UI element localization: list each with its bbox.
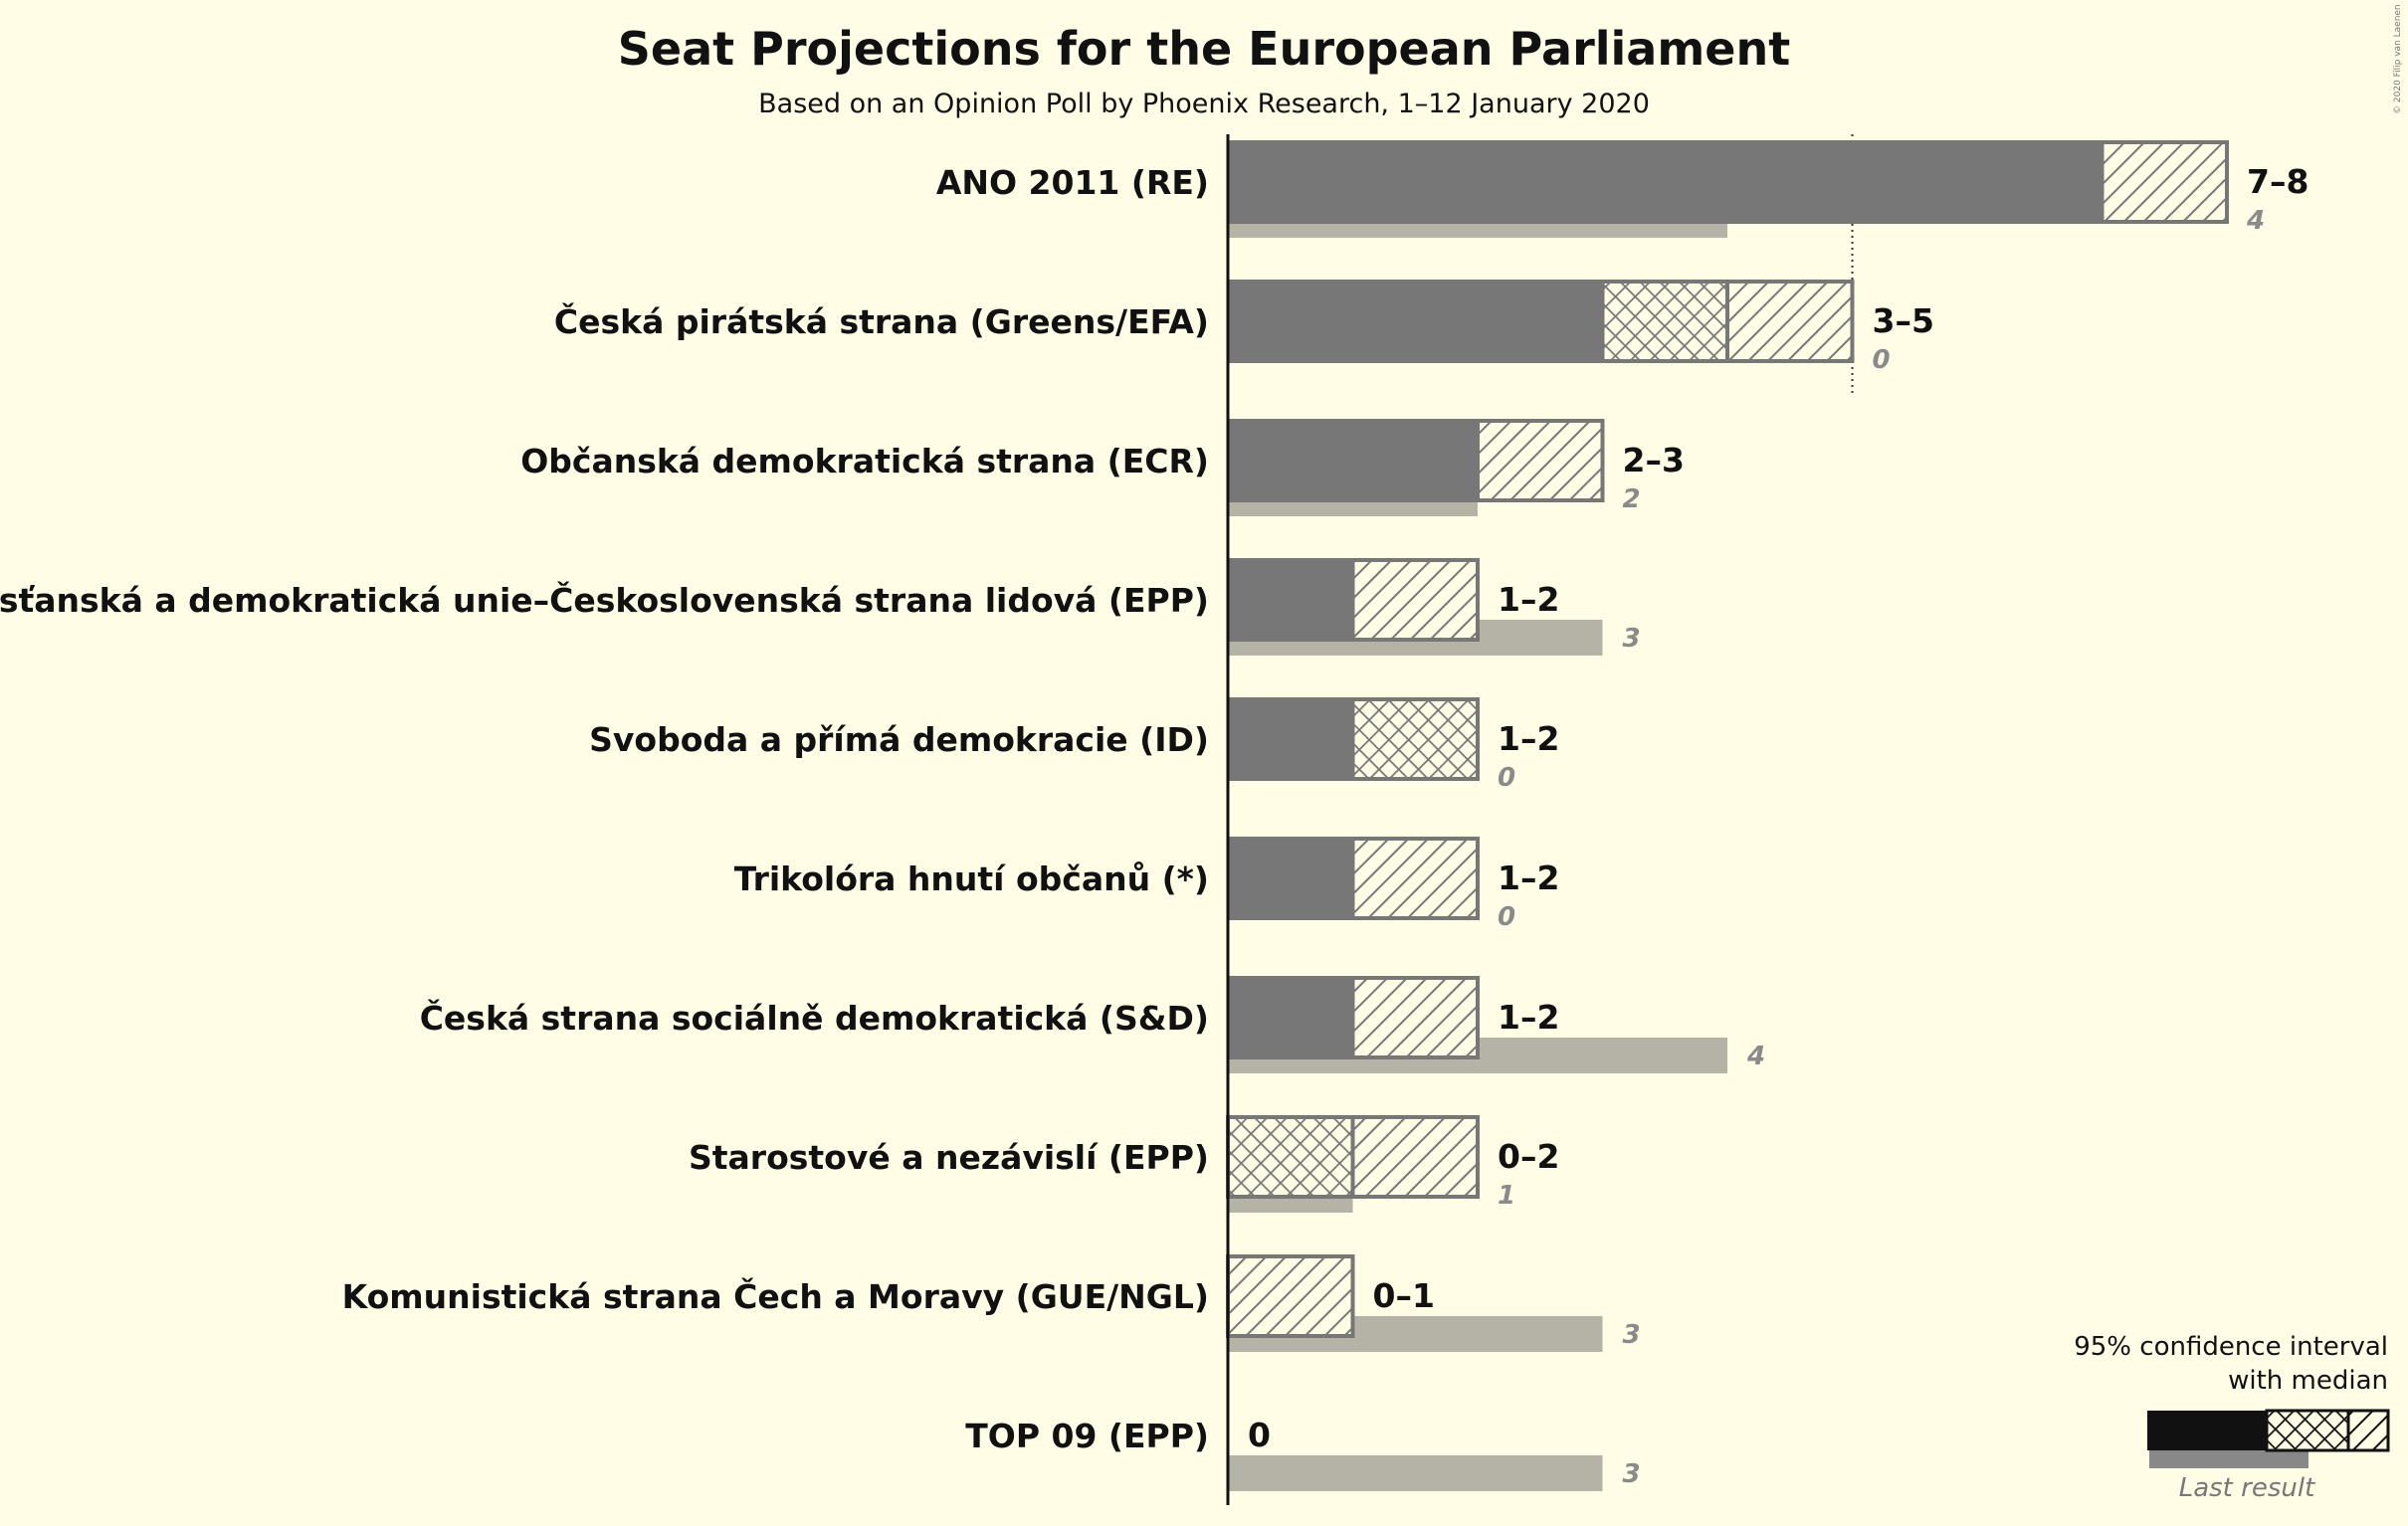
party-row: Komunistická strana Čech a Moravy (GUE/N… bbox=[342, 1254, 1641, 1352]
last-result-label: 3 bbox=[1623, 624, 1641, 654]
legend-line-1: 95% confidence interval bbox=[2074, 1332, 2388, 1362]
legend-ci-hatch bbox=[2346, 1409, 2390, 1452]
ci-upper-hatch bbox=[1350, 976, 1480, 1059]
party-label: Starostové a nezávislí (EPP) bbox=[689, 1138, 1209, 1177]
range-label: 1–2 bbox=[1498, 580, 1559, 619]
last-result-label: 0 bbox=[1873, 345, 1891, 375]
last-result-label: 0 bbox=[1498, 763, 1515, 793]
party-row: TOP 09 (EPP) 0 3 bbox=[965, 1416, 1641, 1491]
party-row: Trikolóra hnutí občanů (*) 1–2 0 bbox=[734, 837, 1559, 932]
ci-median-crosshatch bbox=[1350, 697, 1480, 781]
ci-upper-hatch bbox=[1350, 837, 1480, 920]
party-row: Starostové a nezávislí (EPP) 0–2 1 bbox=[689, 1115, 1559, 1213]
ci-upper-hatch bbox=[2100, 140, 2229, 224]
range-label: 7–8 bbox=[2247, 162, 2308, 201]
party-label: Komunistická strana Čech a Moravy (GUE/N… bbox=[342, 1276, 1209, 1316]
party-label: Česká strana sociálně demokratická (S&D) bbox=[420, 998, 1209, 1038]
party-row: Svoboda a přímá demokracie (ID) 1–2 0 bbox=[589, 697, 1559, 793]
party-row: Česká pirátská strana (Greens/EFA) 3–5 0 bbox=[554, 280, 1934, 375]
party-label: Svoboda a přímá demokracie (ID) bbox=[589, 720, 1209, 759]
ci-solid-bar bbox=[1228, 697, 1353, 781]
legend-last-result-bar bbox=[2149, 1450, 2308, 1468]
party-row: Občanská demokratická strana (ECR) 2–3 2 bbox=[520, 419, 1685, 516]
party-label: Občanská demokratická strana (ECR) bbox=[520, 442, 1209, 480]
range-label: 1–2 bbox=[1498, 719, 1559, 758]
ci-solid-bar bbox=[1228, 837, 1353, 920]
range-label: 3–5 bbox=[1873, 301, 1934, 340]
legend-line-2: with median bbox=[2228, 1366, 2388, 1396]
range-label: 0 bbox=[1248, 1416, 1271, 1454]
party-row: ANO 2011 (RE) 7–8 4 bbox=[936, 140, 2308, 238]
range-label: 2–3 bbox=[1623, 441, 1685, 479]
last-result-label: 4 bbox=[2246, 206, 2265, 236]
last-result-label: 3 bbox=[1623, 1459, 1641, 1489]
last-result-label: 2 bbox=[1623, 484, 1641, 514]
party-label: Trikolóra hnutí občanů (*) bbox=[734, 859, 1209, 898]
ci-upper-hatch bbox=[1350, 558, 1480, 642]
last-result-label: 4 bbox=[1746, 1042, 1765, 1071]
ci-solid-bar bbox=[1228, 976, 1353, 1059]
party-row: Křesťanská a demokratická unie–Českoslov… bbox=[0, 558, 1641, 656]
bars-layer: ANO 2011 (RE) 7–8 4 Česká pirátská strana (… bbox=[0, 140, 2308, 1491]
range-label: 0–2 bbox=[1498, 1137, 1559, 1176]
ci-solid-bar bbox=[1228, 419, 1478, 502]
legend: 95% confidence interval with median Last… bbox=[2074, 1332, 2390, 1503]
party-label: TOP 09 (EPP) bbox=[965, 1417, 1209, 1455]
ci-solid-bar bbox=[1228, 140, 2103, 224]
ci-median-crosshatch bbox=[1600, 280, 1729, 363]
legend-last-result-label: Last result bbox=[2179, 1473, 2315, 1503]
last-result-label: 0 bbox=[1498, 902, 1515, 932]
ci-upper-hatch bbox=[1476, 419, 1605, 502]
ci-upper-hatch bbox=[1226, 1254, 1355, 1338]
ci-upper-hatch bbox=[1350, 1115, 1480, 1199]
copyright-notice: © 2020 Filip van Laenen bbox=[2393, 4, 2403, 114]
range-label: 1–2 bbox=[1498, 998, 1559, 1037]
party-row: Česká strana sociálně demokratická (S&D)… bbox=[420, 976, 1765, 1073]
ci-solid-bar bbox=[1228, 280, 1603, 363]
last-result-bar bbox=[1228, 1455, 1603, 1491]
ci-median-crosshatch bbox=[1226, 1115, 1355, 1199]
party-label: Křesťanská a demokratická unie–Českoslov… bbox=[0, 580, 1209, 620]
legend-ci-crosshatch bbox=[2265, 1409, 2350, 1452]
party-label: Česká pirátská strana (Greens/EFA) bbox=[554, 301, 1209, 341]
ci-upper-hatch bbox=[1725, 280, 1855, 363]
chart-subtitle: Based on an Opinion Poll by Phoenix Rese… bbox=[758, 89, 1650, 119]
range-label: 1–2 bbox=[1498, 858, 1559, 897]
range-label: 0–1 bbox=[1373, 1276, 1435, 1315]
chart-title: Seat Projections for the European Parlia… bbox=[618, 22, 1790, 76]
last-result-label: 3 bbox=[1623, 1320, 1641, 1350]
last-result-label: 1 bbox=[1498, 1181, 1515, 1211]
party-label: ANO 2011 (RE) bbox=[936, 163, 1209, 202]
ci-solid-bar bbox=[1228, 558, 1353, 642]
legend-ci-solid bbox=[2147, 1411, 2267, 1450]
